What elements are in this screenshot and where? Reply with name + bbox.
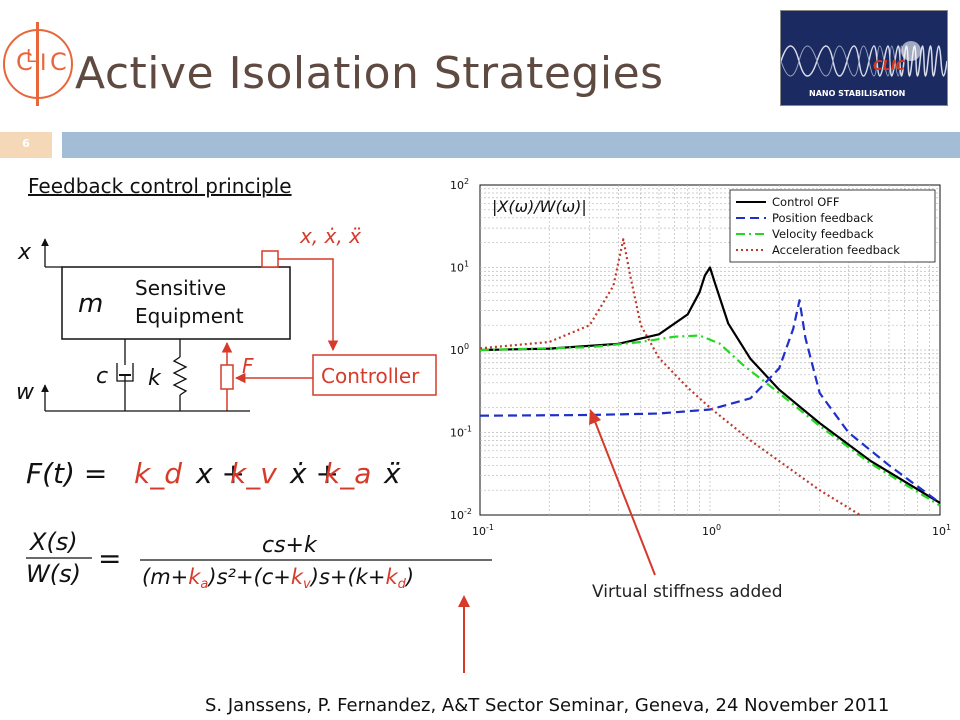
- svg-text:=: =: [98, 542, 121, 575]
- clic-logo: C L I C: [3, 22, 73, 106]
- series-line: [479, 299, 941, 504]
- nano-stabilisation-badge: CLIC NANO STABILISATION: [780, 10, 948, 106]
- x-tick-label: 101: [932, 523, 951, 538]
- annotation-label: Virtual stiffness added: [592, 582, 783, 602]
- legend-label: Position feedback: [772, 211, 874, 225]
- badge-clic-label: CLIC: [873, 59, 906, 74]
- svg-text:x +: x +: [195, 457, 245, 490]
- signals-label: x, ẋ, ẍ: [299, 224, 361, 248]
- controller-box: [312, 354, 437, 396]
- tf-lhs-den: W(s): [26, 560, 81, 588]
- series-line: [479, 266, 941, 504]
- slide-number: 6: [22, 137, 30, 150]
- equations: F(t) = k_d x + k_v ẋ + k_a ẍ X(s) W(s) =…: [26, 457, 492, 592]
- equipment-label-line2: Equipment: [135, 304, 244, 328]
- equipment-label-line1: Sensitive: [135, 276, 226, 300]
- x-tick-label: 100: [702, 523, 721, 538]
- feedback-diagram: x m Sensitive Equipment x, ẋ, ẍ c k F Co…: [16, 224, 437, 412]
- series-line: [479, 238, 861, 516]
- section-heading: Feedback control principle: [28, 174, 292, 198]
- chart-grid: [479, 184, 941, 516]
- chart-legend: Control OFF Position feedback Velocity fee…: [729, 189, 936, 263]
- legend-label: Acceleration feedback: [772, 243, 900, 257]
- tf-numerator: cs+k: [262, 533, 318, 558]
- w-label: w: [16, 380, 35, 405]
- y-tick-label: 10-2: [450, 507, 472, 522]
- chart-ylabel: |X(ω)/W(ω)|: [492, 197, 587, 216]
- force-equation-lhs: F(t) =: [26, 457, 107, 490]
- chart-series: [479, 238, 941, 516]
- ka-term: k_a: [324, 457, 371, 490]
- legend-label: Control OFF: [772, 195, 840, 209]
- sensor-box: [261, 250, 279, 268]
- waveform-graphic: [781, 41, 947, 77]
- badge-caption: NANO STABILISATION: [809, 89, 906, 98]
- actuator-box: [220, 364, 234, 390]
- title-bar: [62, 132, 960, 158]
- tf-denominator: (m+ka)s²+(c+kv)s+(k+kd): [142, 565, 414, 592]
- annotation-arrow: [589, 409, 656, 576]
- slide-title: Active Isolation Strategies: [75, 48, 664, 99]
- footer-citation: S. Janssens, P. Fernandez, A&T Sector Se…: [205, 695, 890, 716]
- slide-number-box: [0, 132, 52, 158]
- y-tick-label: 10-1: [450, 425, 472, 440]
- y-tick-label: 100: [450, 342, 469, 357]
- legend-label: Velocity feedback: [772, 227, 874, 241]
- kd-term: k_d: [134, 457, 182, 490]
- y-tick-label: 101: [450, 260, 469, 275]
- x-label: x: [17, 240, 32, 265]
- x-tick-label: 10-1: [472, 523, 494, 538]
- kd-arrow: [458, 595, 470, 673]
- series-line: [479, 334, 941, 507]
- force-label: F: [242, 354, 254, 378]
- damper-label: c: [96, 364, 108, 389]
- tf-lhs-num: X(s): [28, 528, 78, 556]
- mass-label: m: [78, 289, 103, 319]
- controller-label: Controller: [321, 364, 420, 388]
- y-tick-label: 102: [450, 177, 469, 192]
- logo-letter-l: L: [26, 46, 36, 67]
- logo-letter-i: I: [40, 51, 47, 76]
- logo-letter-c1: C: [16, 48, 33, 76]
- spring-label: k: [148, 366, 162, 391]
- mass-box: [61, 266, 291, 340]
- kv-term: k_v: [230, 457, 277, 490]
- svg-text:ẍ: ẍ: [383, 457, 401, 490]
- logo-letter-c2: C: [50, 48, 67, 76]
- svg-text:ẋ +: ẋ +: [289, 457, 339, 490]
